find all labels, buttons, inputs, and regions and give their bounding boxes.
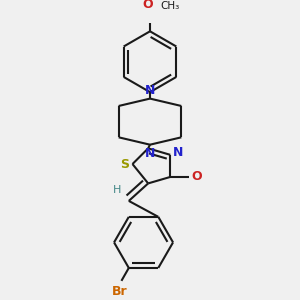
- Text: H: H: [113, 185, 122, 195]
- Text: N: N: [145, 146, 155, 160]
- Text: Br: Br: [112, 284, 128, 298]
- Text: S: S: [120, 158, 129, 170]
- Text: N: N: [145, 84, 155, 97]
- Text: CH₃: CH₃: [160, 1, 179, 11]
- Text: O: O: [191, 170, 202, 183]
- Text: N: N: [173, 146, 183, 160]
- Text: O: O: [143, 0, 154, 11]
